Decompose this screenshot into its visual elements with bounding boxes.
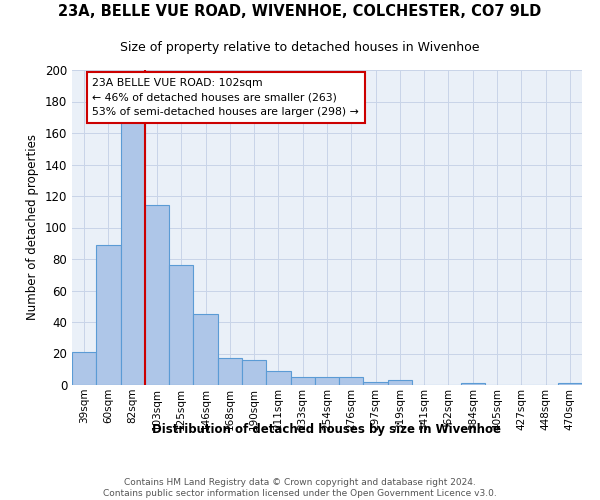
Bar (315, 377, 339, 385)
Text: Contains HM Land Registry data © Crown copyright and database right 2024.
Contai: Contains HM Land Registry data © Crown c… (103, 478, 497, 498)
Bar (193, 314, 218, 385)
Bar (290, 377, 315, 385)
Bar (461, 384, 485, 385)
Bar (218, 358, 242, 385)
Bar (121, 122, 145, 385)
Bar (266, 371, 290, 385)
Text: Size of property relative to detached houses in Wivenhoe: Size of property relative to detached ho… (120, 42, 480, 54)
Bar (364, 382, 388, 385)
Text: 23A, BELLE VUE ROAD, WIVENHOE, COLCHESTER, CO7 9LD: 23A, BELLE VUE ROAD, WIVENHOE, COLCHESTE… (58, 4, 542, 20)
Bar (145, 206, 169, 385)
Bar (72, 352, 96, 385)
Bar (339, 377, 364, 385)
Bar (242, 360, 266, 385)
Bar (388, 380, 412, 385)
Bar (558, 384, 582, 385)
Text: Distribution of detached houses by size in Wivenhoe: Distribution of detached houses by size … (152, 422, 502, 436)
Bar (96, 245, 121, 385)
Text: 23A BELLE VUE ROAD: 102sqm
← 46% of detached houses are smaller (263)
53% of sem: 23A BELLE VUE ROAD: 102sqm ← 46% of deta… (92, 78, 359, 118)
Y-axis label: Number of detached properties: Number of detached properties (26, 134, 39, 320)
Bar (169, 266, 193, 385)
